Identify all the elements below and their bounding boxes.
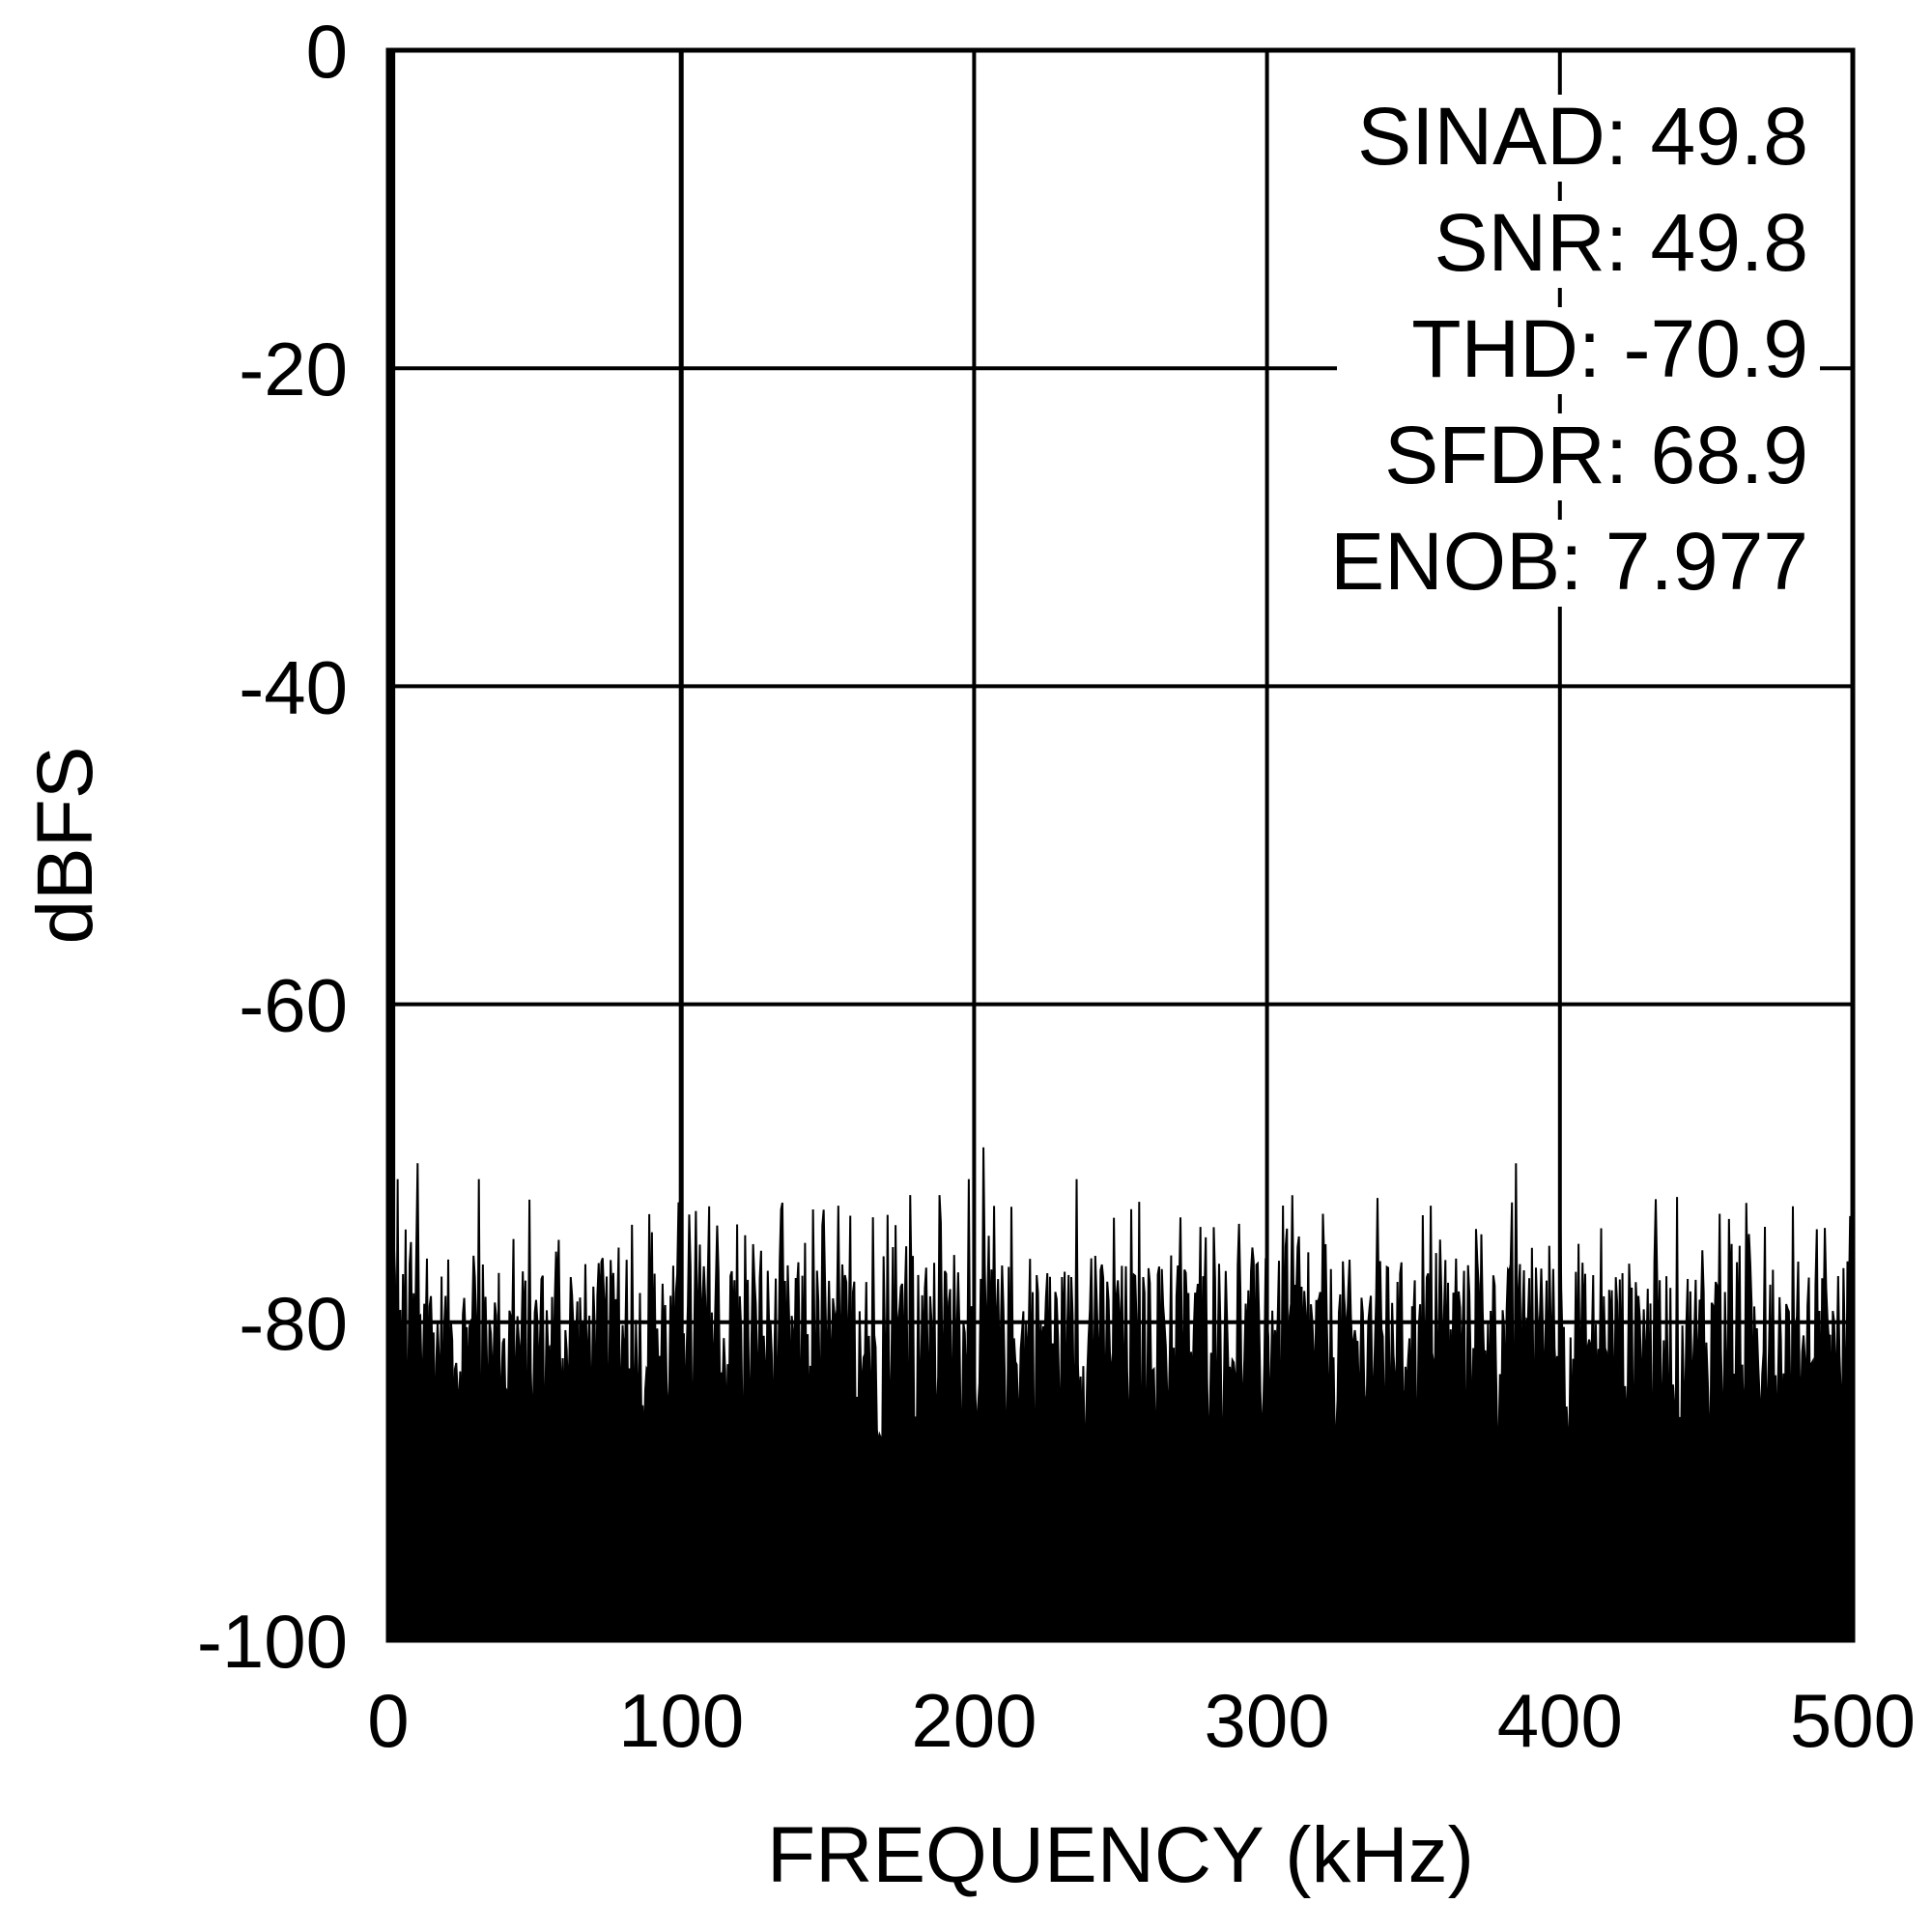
y-tick-label: 0 <box>306 9 348 94</box>
x-tick-label: 300 <box>1205 1678 1330 1763</box>
y-tick-label: -20 <box>239 327 348 412</box>
stat-background <box>1292 95 1820 182</box>
x-tick-label: 0 <box>367 1678 409 1763</box>
stat-background <box>1337 413 1820 500</box>
y-tick-label: -80 <box>239 1281 348 1366</box>
stat-label: SFDR: 68.9 <box>1384 410 1808 500</box>
plot-border <box>385 47 1856 1643</box>
stat-label: THD: -70.9 <box>1411 303 1808 394</box>
spectrum-trace <box>387 49 1854 1641</box>
x-tick-label: 400 <box>1497 1678 1623 1763</box>
stat-background <box>1382 201 1820 288</box>
x-tick-label: 500 <box>1790 1678 1916 1763</box>
x-axis-title: FREQUENCY (kHz) <box>767 1811 1474 1899</box>
stats-box: SINAD: 49.8 SNR: 49.8 THD: -70.9 SFDR: 68.9… <box>1292 91 1820 607</box>
y-tick-label: -40 <box>239 644 348 729</box>
x-tick-label: 200 <box>911 1678 1037 1763</box>
stat-label: SNR: 49.8 <box>1434 197 1808 288</box>
x-tick-label: 100 <box>618 1678 744 1763</box>
plot-frame <box>385 47 1856 1643</box>
stat-label: SINAD: 49.8 <box>1357 91 1808 182</box>
stat-label: ENOB: 7.977 <box>1330 516 1808 607</box>
stat-background <box>1292 520 1820 607</box>
y-axis-title: dBFS <box>21 746 109 944</box>
stat-background <box>1337 307 1820 394</box>
y-tick-label: -100 <box>197 1599 348 1684</box>
y-tick-label: -60 <box>239 963 348 1048</box>
